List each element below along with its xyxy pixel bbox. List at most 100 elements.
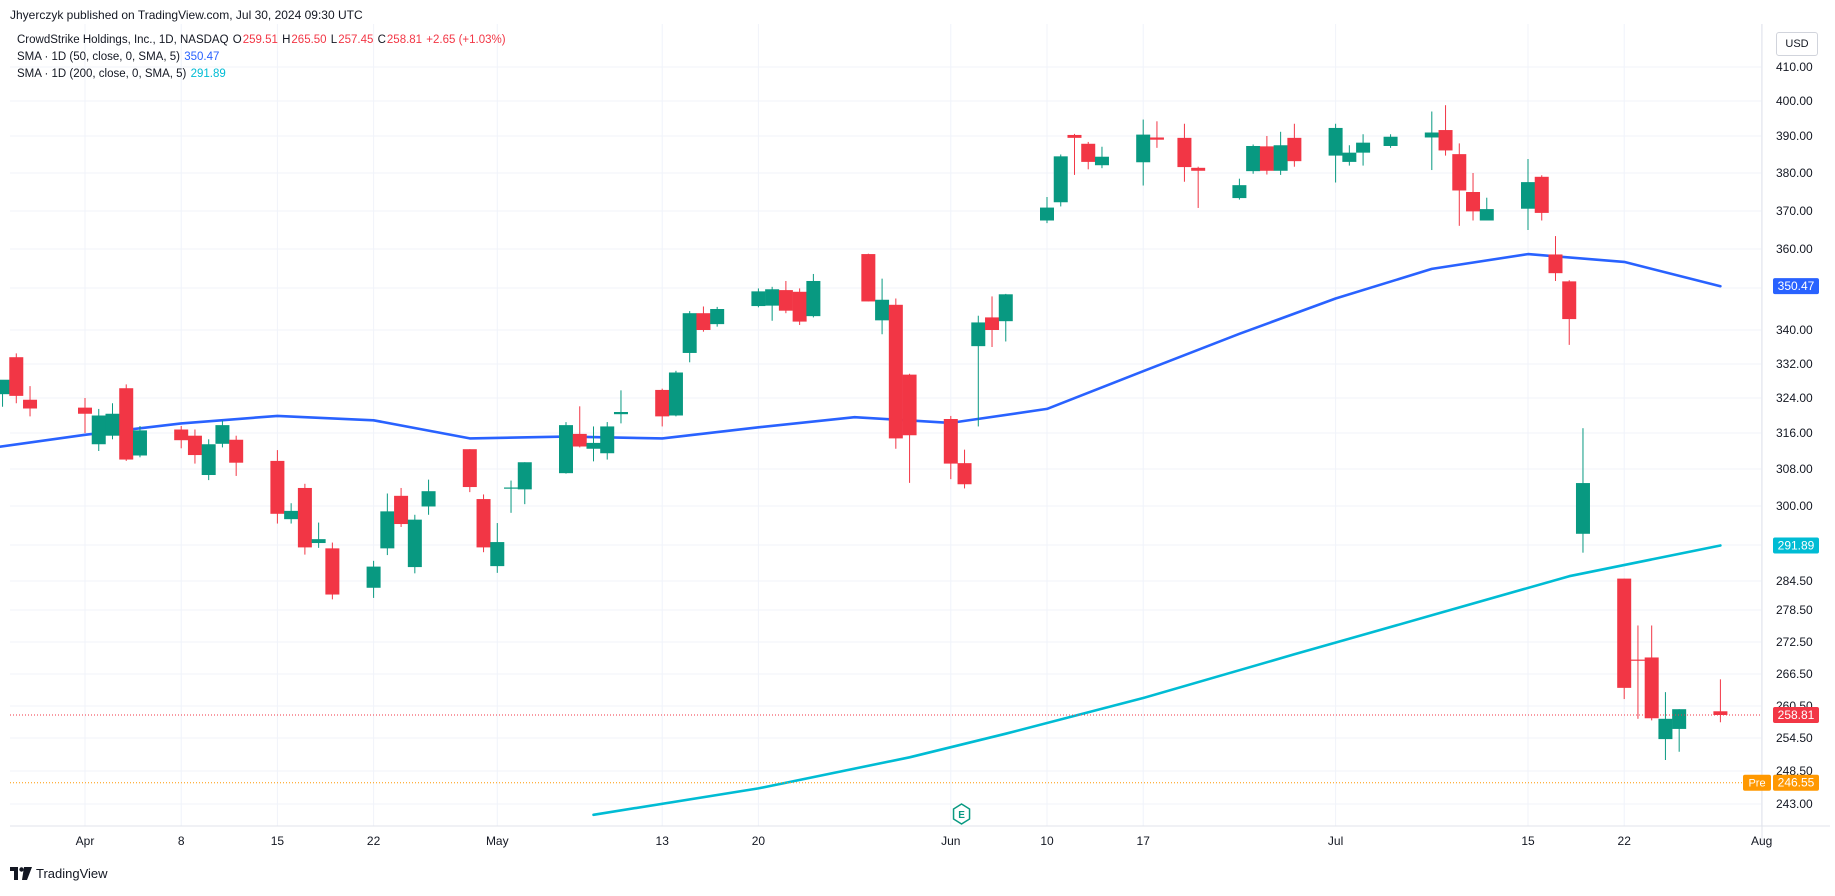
price-axis[interactable]: 410.00 400.00 390.00 380.00 370.00 360.00 350.…	[1776, 60, 1813, 811]
candle[interactable]	[1644, 625, 1659, 721]
candle[interactable]	[613, 390, 628, 424]
candle[interactable]	[861, 253, 876, 302]
candle[interactable]	[407, 514, 422, 574]
candle[interactable]	[297, 483, 312, 555]
candle[interactable]	[1383, 134, 1398, 148]
sma200-value: 291.89	[190, 68, 226, 80]
candle-body	[668, 372, 683, 416]
candle[interactable]	[9, 353, 24, 404]
candle[interactable]	[668, 370, 683, 417]
candle[interactable]	[1053, 154, 1068, 207]
candle[interactable]	[270, 450, 285, 524]
candle[interactable]	[888, 298, 903, 449]
candle[interactable]	[1575, 428, 1590, 553]
candle[interactable]	[1521, 158, 1535, 230]
candle[interactable]	[0, 379, 10, 407]
sma50-price-badge-label: 350.47	[1778, 279, 1815, 293]
candle[interactable]	[1466, 173, 1481, 221]
candle[interactable]	[462, 449, 477, 493]
candle[interactable]	[1617, 578, 1632, 700]
candle[interactable]	[1479, 197, 1494, 221]
candle[interactable]	[1149, 121, 1164, 148]
candle[interactable]	[215, 420, 230, 448]
candle[interactable]	[1562, 280, 1577, 345]
candle[interactable]	[517, 462, 532, 505]
candle[interactable]	[325, 542, 340, 600]
candle[interactable]	[174, 426, 189, 449]
candle[interactable]	[229, 435, 244, 476]
candle[interactable]	[559, 422, 573, 474]
time-axis[interactable]: Apr 8 15 22 May 13 20 Jun 10 17 Jul 15 22 Aug	[76, 834, 1773, 848]
candle[interactable]	[23, 386, 38, 417]
candle[interactable]	[572, 406, 587, 448]
candle[interactable]	[105, 403, 120, 440]
candle[interactable]	[1534, 175, 1549, 221]
candle[interactable]	[586, 426, 601, 462]
sma200-legend[interactable]: SMA · 1D (200, close, 0, SMA, 5) 291.89	[17, 68, 227, 80]
candle[interactable]	[1438, 105, 1453, 156]
time-tick-label: Apr	[76, 834, 95, 848]
candle[interactable]	[1067, 133, 1082, 175]
tradingview-brand[interactable]: TradingView	[10, 866, 108, 881]
candle[interactable]	[655, 388, 670, 427]
candle[interactable]	[1342, 145, 1357, 166]
candle[interactable]	[1424, 111, 1439, 171]
candle[interactable]	[1273, 131, 1288, 175]
candle[interactable]	[792, 288, 807, 325]
candle[interactable]	[751, 288, 766, 308]
candle[interactable]	[1287, 123, 1302, 167]
candle[interactable]	[1658, 692, 1673, 760]
candle[interactable]	[1040, 196, 1054, 224]
candle[interactable]	[875, 278, 890, 335]
earnings-marker[interactable]: E	[952, 803, 971, 825]
candle[interactable]	[187, 429, 202, 464]
candle[interactable]	[476, 494, 491, 553]
sma50-legend[interactable]: SMA · 1D (50, close, 0, SMA, 5) 350.47	[17, 51, 220, 63]
candle[interactable]	[380, 493, 395, 556]
candle[interactable]	[119, 384, 134, 461]
candle[interactable]	[504, 480, 519, 513]
candle[interactable]	[394, 487, 409, 527]
candle[interactable]	[490, 523, 505, 573]
candle[interactable]	[998, 293, 1013, 342]
candle[interactable]	[902, 373, 917, 483]
candle[interactable]	[1081, 141, 1096, 170]
candle[interactable]	[1191, 166, 1206, 208]
candle[interactable]	[943, 415, 958, 480]
candle[interactable]	[1713, 679, 1728, 723]
candle[interactable]	[421, 479, 436, 515]
candle[interactable]	[682, 311, 697, 363]
candle[interactable]	[1452, 143, 1467, 226]
symbol-legend[interactable]: CrowdStrike Holdings, Inc., 1D, NASDAQ O…	[17, 34, 507, 46]
currency-button[interactable]: USD	[1776, 32, 1818, 56]
candle[interactable]	[1548, 236, 1563, 281]
candle[interactable]	[600, 422, 615, 460]
candle[interactable]	[366, 560, 381, 598]
candle[interactable]	[710, 306, 725, 327]
candle[interactable]	[284, 503, 299, 524]
candle[interactable]	[696, 306, 711, 332]
candle[interactable]	[91, 408, 106, 451]
candle[interactable]	[778, 280, 793, 314]
candle[interactable]	[1672, 709, 1687, 752]
candle[interactable]	[1136, 119, 1151, 186]
candle[interactable]	[957, 449, 972, 489]
candle[interactable]	[765, 286, 780, 321]
candle[interactable]	[311, 522, 326, 548]
candle[interactable]	[132, 426, 147, 458]
candle[interactable]	[1232, 178, 1247, 200]
candle-body	[0, 379, 10, 395]
candle[interactable]	[201, 439, 216, 481]
candle[interactable]	[806, 273, 821, 318]
candle[interactable]	[1328, 123, 1343, 183]
candle[interactable]	[78, 398, 92, 433]
candle[interactable]	[985, 296, 1000, 347]
candle[interactable]	[1356, 134, 1371, 166]
candle[interactable]	[1246, 144, 1261, 174]
candle[interactable]	[1259, 136, 1274, 175]
candle[interactable]	[1630, 625, 1645, 719]
candle[interactable]	[971, 315, 986, 427]
candle[interactable]	[1094, 146, 1109, 169]
candle[interactable]	[1177, 123, 1192, 182]
